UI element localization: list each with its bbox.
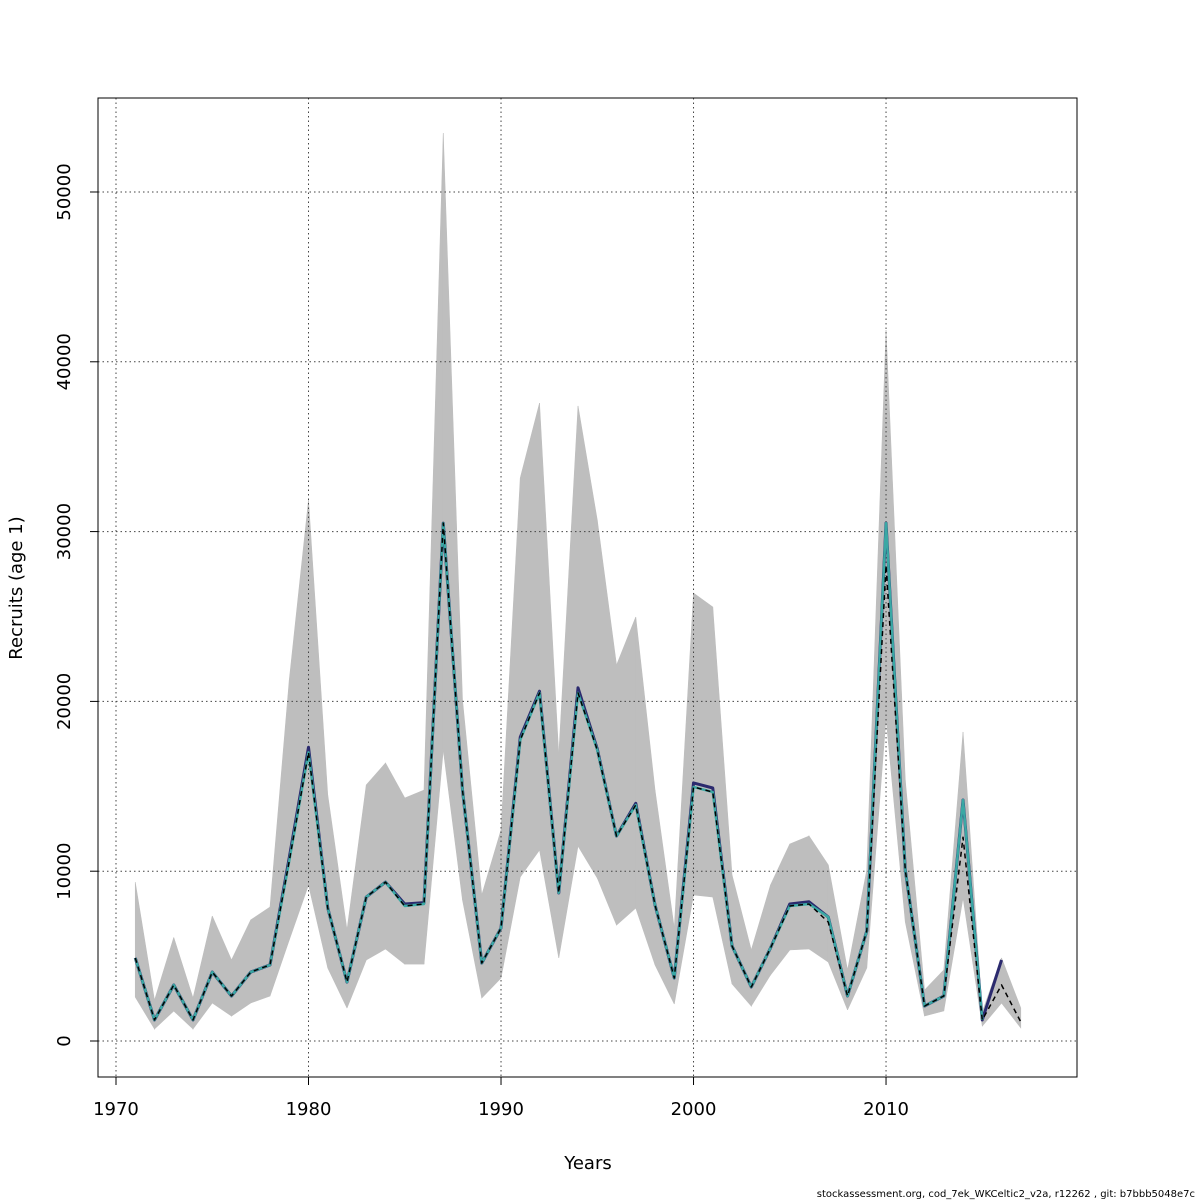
x-axis-label: Years <box>563 1153 612 1174</box>
band-segment <box>635 616 656 966</box>
band-segment <box>577 405 598 880</box>
band-segment <box>365 762 386 961</box>
band-segment <box>481 829 502 999</box>
band-segment <box>231 919 252 1017</box>
band-segment <box>211 915 232 1017</box>
y-axis-label: Recruits (age 1) <box>6 516 27 659</box>
band-segment <box>596 520 617 926</box>
band-segment <box>924 969 945 1017</box>
y-tick-label: 50000 <box>54 163 75 220</box>
x-tick-label: 1980 <box>286 1099 332 1120</box>
y-tick-label: 30000 <box>54 503 75 560</box>
x-tick-label: 2000 <box>671 1099 717 1120</box>
band-segment <box>519 402 540 878</box>
footer: stockassessment.org, cod_7ek_WKCeltic2_v… <box>817 1189 1195 1200</box>
y-tick-label: 40000 <box>54 333 75 390</box>
band-segment <box>462 700 483 999</box>
band-segment <box>616 616 637 926</box>
plot-frame <box>97 97 1078 1078</box>
band-segment <box>288 499 309 941</box>
band-segment <box>789 835 810 951</box>
band-segment <box>808 835 829 963</box>
band-segment <box>750 884 771 1008</box>
band-segment <box>731 874 752 1007</box>
y-tick-label: 0 <box>54 1035 75 1046</box>
band-segment <box>250 906 271 1004</box>
x-tick-label: 2010 <box>863 1099 909 1120</box>
series-line <box>134 522 1022 1023</box>
band-segment <box>385 762 406 965</box>
band-segment <box>442 133 463 901</box>
band-segment <box>308 499 329 969</box>
x-tick-label: 1970 <box>93 1099 139 1120</box>
band-segment <box>693 592 714 898</box>
y-tick-label: 10000 <box>54 843 75 900</box>
series-line <box>134 521 984 1022</box>
x-tick-label: 1990 <box>478 1099 524 1120</box>
y-tick-label: 20000 <box>54 673 75 730</box>
band-segment <box>404 789 425 965</box>
band-segment <box>1001 957 1022 1029</box>
